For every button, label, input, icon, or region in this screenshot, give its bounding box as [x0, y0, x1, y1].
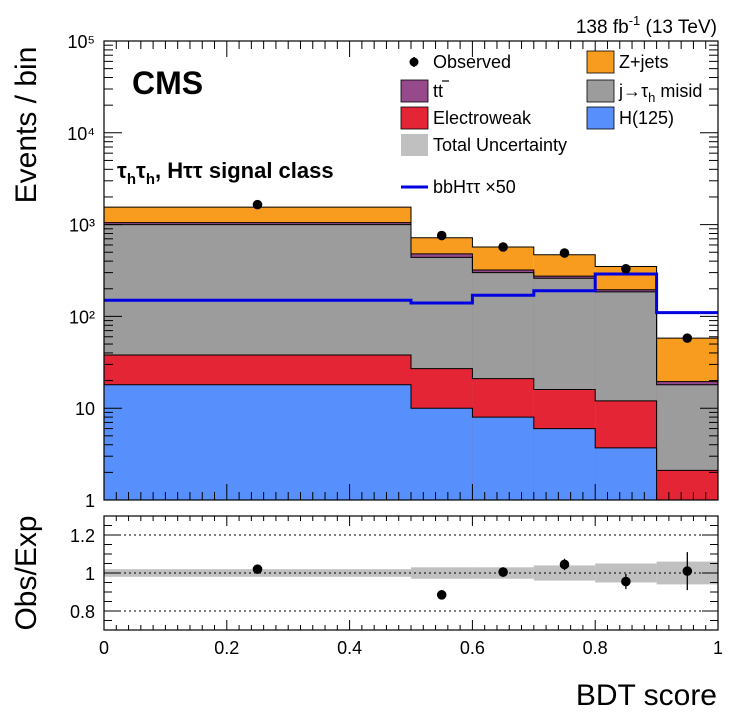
y-axis-label-main: Events / bin [10, 47, 43, 204]
stack-histogram [103, 206, 719, 501]
ratio-panel-content [104, 534, 718, 612]
ratio-point-5 [621, 576, 631, 587]
x-tick-label-2: 0.4 [337, 638, 362, 658]
bar-h125-bin-3 [472, 417, 534, 500]
y-tick-label-1e4: 10⁴ [67, 124, 95, 144]
observed-point-2 [436, 230, 447, 241]
observed-point-6 [682, 333, 693, 343]
x-tick-label-0: 0 [99, 638, 109, 658]
legend-misid: j→τh misid [586, 79, 702, 105]
bar-ewk-bin-6 [656, 470, 718, 500]
observed-points [252, 199, 693, 343]
svg-text:Observed: Observed [433, 52, 511, 72]
svg-text:j→τh misid: j→τh misid [618, 81, 702, 105]
y-axis-label-ratio: Obs/Exp [10, 515, 43, 630]
bar-h125-bin-4 [533, 428, 596, 500]
observed-point-3 [498, 242, 508, 252]
legend-bbh: bbHττ ×50 [401, 177, 516, 197]
legend-electroweak: Electroweak [400, 106, 532, 130]
legend-observed: Observed [409, 52, 511, 72]
lumi-label: 138 fb-1 (13 TeV) [576, 13, 717, 38]
svg-text:H(125): H(125) [619, 108, 674, 128]
outline-h125 [103, 384, 718, 501]
legend-total-uncertainty: Total Uncertainty [401, 134, 567, 156]
ratio-y-tick-label-2: 1.2 [70, 526, 95, 546]
legend-ttbar: tt [400, 79, 449, 103]
svg-text:tt: tt [433, 81, 443, 101]
bar-h125-bin-2 [411, 408, 473, 500]
legend: Observed Z+jets tt j→τh misid Electrowea… [400, 50, 702, 197]
svg-text:Z+jets: Z+jets [619, 52, 669, 72]
y-tick-label-1e5: 10⁵ [68, 32, 95, 52]
x-tick-label-1: 0.2 [214, 638, 239, 658]
observed-point-1 [252, 199, 263, 210]
outline-misid [103, 224, 719, 500]
ratio-uncertainty-bin-2 [411, 567, 473, 579]
cms-label: CMS [132, 65, 203, 101]
ratio-y-tick-label-1: 1 [85, 564, 95, 584]
y-tick-label-10: 10 [75, 399, 95, 419]
ratio-y-tick-label-0: 0.8 [70, 602, 95, 622]
ratio-point-6 [682, 566, 693, 576]
x-axis-label: BDT score [576, 679, 717, 712]
axes: 0 0.2 0.4 0.6 0.8 1 1 10 10² 10³ 10⁴ 10⁵ 0.8 1 1.2 [67, 32, 723, 658]
bar-h125-bin-5 [595, 447, 657, 500]
svg-text:Total Uncertainty: Total Uncertainty [433, 135, 567, 155]
bbh-line [104, 272, 718, 315]
observed-point-5 [621, 264, 631, 274]
legend-zjets: Z+jets [586, 50, 669, 74]
observed-point-4 [559, 248, 570, 258]
x-tick-label-3: 0.6 [460, 638, 485, 658]
ratio-point-3 [498, 567, 508, 577]
y-tick-label-1e2: 10² [69, 307, 95, 327]
ratio-point-4 [559, 559, 570, 570]
ratio-point-2 [436, 590, 447, 600]
y-tick-label-1e3: 10³ [69, 216, 95, 236]
ratio-point-1 [252, 564, 263, 574]
bbh-signal-line [104, 272, 718, 315]
signal-class-label: τhτh, Hττ signal class [117, 158, 334, 188]
svg-text:bbHττ ×50: bbHττ ×50 [433, 177, 516, 197]
x-tick-label-4: 0.8 [583, 638, 608, 658]
x-tick-label-5: 1 [713, 638, 723, 658]
svg-text:Electroweak: Electroweak [433, 108, 532, 128]
bar-h125-bin-1 [104, 384, 411, 500]
y-tick-label-1: 1 [85, 491, 95, 511]
legend-h125: H(125) [586, 106, 674, 130]
